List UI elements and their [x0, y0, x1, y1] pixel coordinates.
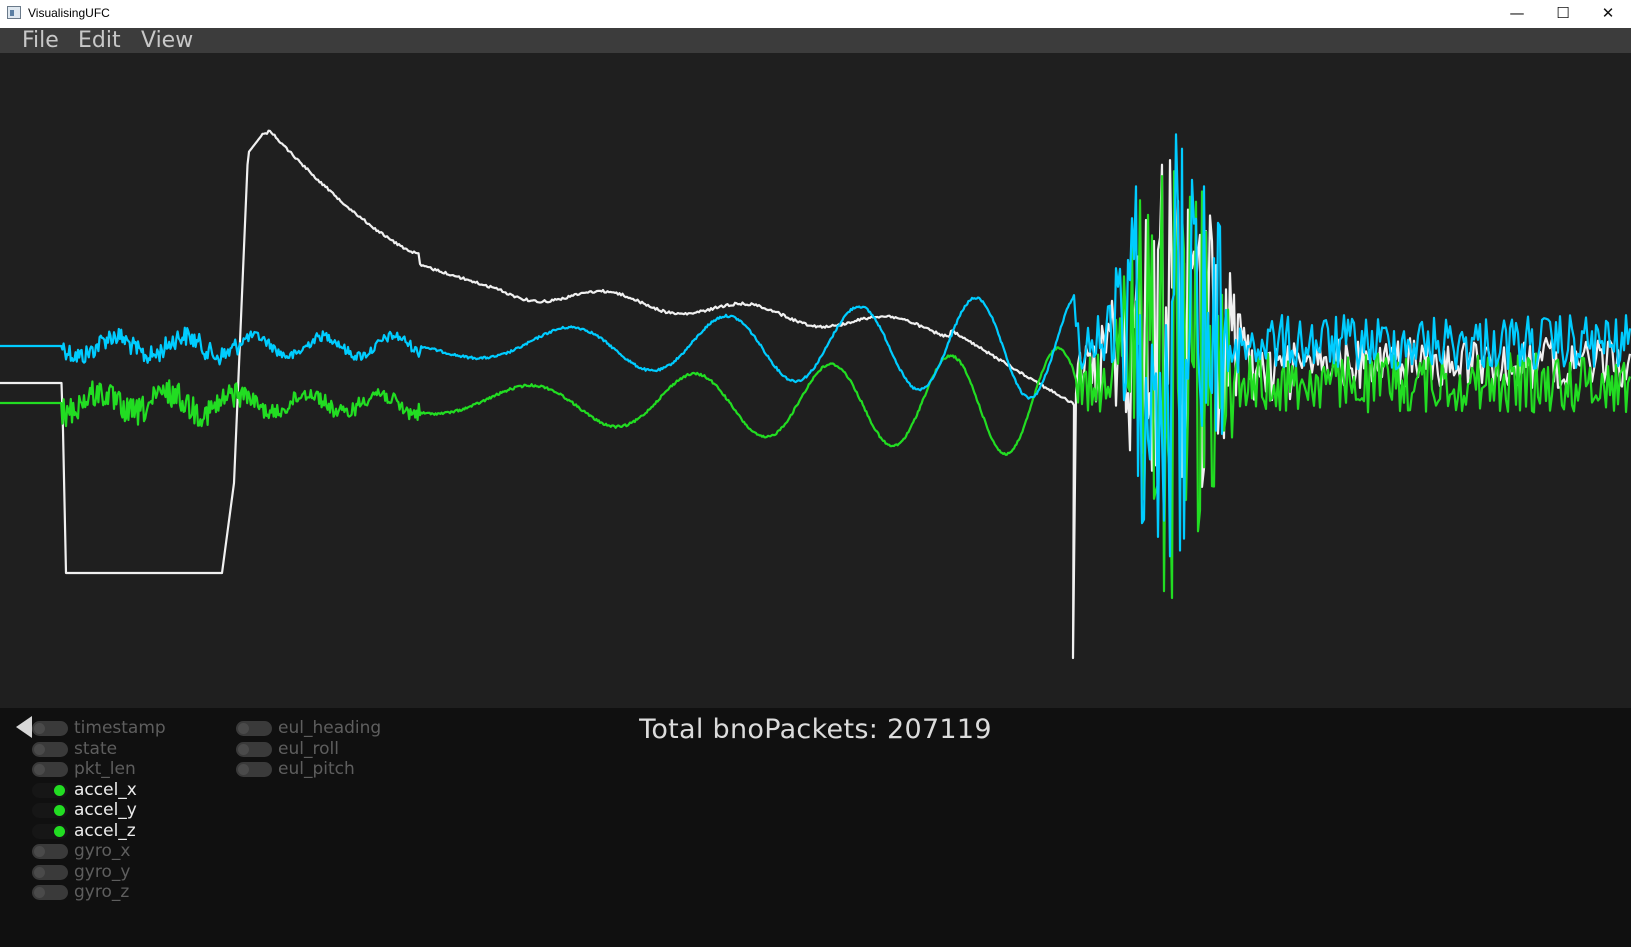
close-icon[interactable]: ✕ [1601, 4, 1615, 22]
menu-view[interactable]: View [141, 28, 194, 53]
toggle-label: state [74, 738, 118, 759]
toggle-label: gyro_x [74, 841, 131, 861]
toggle-switch[interactable] [32, 762, 68, 777]
toggle-switch[interactable] [236, 721, 272, 736]
control-panel: Total bnoPackets: 207119 timestamp state p… [0, 708, 1631, 947]
window-title: VisualisingUFC [28, 6, 110, 20]
total-packets-label: Total bnoPackets: 207119 [639, 714, 992, 745]
toggle-knob [238, 743, 249, 755]
toggle-label: eul_pitch [278, 759, 355, 779]
toggle-switch[interactable] [32, 844, 68, 859]
toggle-label: eul_heading [278, 718, 382, 738]
toggle-switch[interactable] [236, 741, 272, 757]
maximize-icon[interactable]: ☐ [1556, 4, 1570, 22]
toggle-knob [238, 764, 249, 775]
app-icon [7, 6, 21, 19]
toggle-knob [34, 764, 45, 775]
collapse-arrow-icon[interactable] [16, 716, 32, 738]
menu-file[interactable]: File [22, 28, 59, 53]
toggle-knob [54, 805, 65, 816]
title-bar: VisualisingUFC — ☐ ✕ [0, 0, 1631, 28]
toggle-knob [54, 825, 65, 837]
cyan-trace [0, 133, 1631, 558]
signal-plot[interactable] [0, 53, 1631, 708]
menu-bar: File Edit View [0, 28, 1631, 53]
toggle-switch[interactable] [32, 885, 68, 900]
toggle-switch[interactable] [32, 803, 68, 818]
toggle-knob [34, 846, 45, 857]
minimize-icon[interactable]: — [1509, 4, 1525, 22]
toggle-switch[interactable] [32, 721, 68, 736]
toggle-switch[interactable] [32, 782, 68, 798]
toggle-knob [34, 743, 45, 755]
toggle-label: accel_y [74, 800, 137, 820]
toggle-knob [238, 723, 249, 734]
toggle-knob [34, 866, 45, 878]
toggle-label: eul_roll [278, 738, 339, 759]
toggle-label: pkt_len [74, 759, 136, 779]
toggle-switch[interactable] [32, 864, 68, 880]
toggle-label: accel_z [74, 820, 136, 841]
toggle-label: timestamp [74, 718, 166, 738]
toggle-label: accel_x [74, 779, 137, 800]
toggle-knob [34, 723, 45, 734]
toggle-knob [34, 887, 45, 898]
plot-canvas [0, 129, 1631, 660]
toggle-label: gyro_z [74, 882, 130, 902]
toggle-switch[interactable] [236, 762, 272, 777]
toggle-switch[interactable] [32, 741, 68, 757]
toggle-knob [54, 784, 65, 796]
menu-edit[interactable]: Edit [78, 28, 121, 53]
toggle-switch[interactable] [32, 823, 68, 839]
toggle-label: gyro_y [74, 861, 131, 882]
green-trace [0, 170, 1631, 600]
